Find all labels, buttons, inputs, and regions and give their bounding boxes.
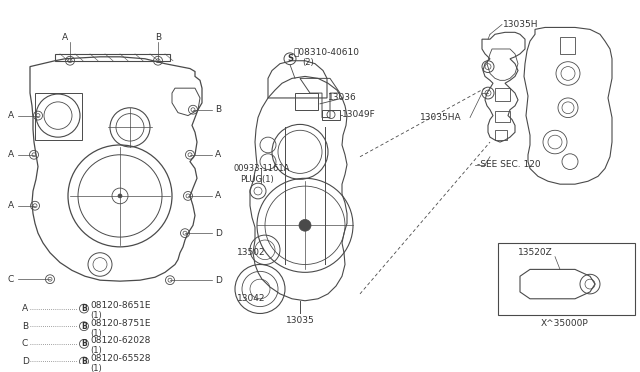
Text: D: D: [215, 276, 222, 285]
Text: B: B: [22, 322, 28, 331]
Text: B: B: [81, 304, 87, 313]
Text: C: C: [22, 339, 28, 348]
Text: A: A: [215, 192, 221, 201]
Text: (1): (1): [90, 311, 102, 320]
Text: B: B: [81, 357, 87, 366]
Text: 13502: 13502: [237, 248, 266, 257]
Text: 13035: 13035: [285, 316, 314, 325]
Text: 08120-62028: 08120-62028: [90, 336, 150, 346]
Text: A: A: [22, 304, 28, 313]
Text: A: A: [8, 150, 14, 159]
Text: A: A: [215, 150, 221, 159]
Text: B: B: [81, 339, 87, 348]
Text: (1): (1): [90, 328, 102, 337]
Text: PLUG(1): PLUG(1): [240, 175, 274, 184]
Text: 08120-8651E: 08120-8651E: [90, 301, 150, 310]
Text: 13042: 13042: [237, 294, 266, 303]
Text: (1): (1): [90, 346, 102, 355]
Text: 13520Z: 13520Z: [518, 248, 553, 257]
Text: 13049F: 13049F: [342, 110, 376, 119]
Text: Ⓝ08310-40610: Ⓝ08310-40610: [294, 47, 360, 57]
Text: -SEE SEC. 120: -SEE SEC. 120: [477, 160, 541, 169]
Text: D: D: [22, 357, 29, 366]
Text: C: C: [8, 275, 14, 284]
Text: A: A: [8, 201, 14, 210]
Text: 00933-1161A: 00933-1161A: [233, 164, 289, 173]
Circle shape: [118, 194, 122, 198]
Circle shape: [299, 219, 311, 231]
Text: 08120-65528: 08120-65528: [90, 354, 150, 363]
Text: 13035H: 13035H: [503, 20, 538, 29]
Text: X^35000P: X^35000P: [541, 319, 589, 328]
Text: S: S: [287, 54, 293, 63]
Text: B: B: [155, 33, 161, 42]
Text: D: D: [215, 229, 222, 238]
Text: 08120-8751E: 08120-8751E: [90, 319, 150, 328]
Text: A: A: [8, 111, 14, 120]
Text: B: B: [81, 322, 87, 331]
Text: B: B: [215, 105, 221, 114]
Text: 13035HA: 13035HA: [420, 113, 462, 122]
Text: 13036: 13036: [328, 93, 356, 102]
Text: (1): (1): [90, 364, 102, 372]
Text: A: A: [62, 33, 68, 42]
Text: (2): (2): [302, 58, 314, 67]
